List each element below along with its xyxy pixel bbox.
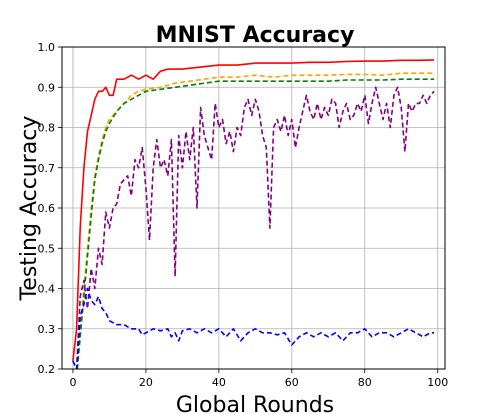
series-line-1 — [72, 59, 435, 361]
x-tick-label: 60 — [285, 376, 299, 389]
y-tick-label: 0.2 — [38, 363, 56, 376]
y-tick-label: 0.5 — [38, 242, 56, 255]
y-axis-label: Testing Accuracy — [17, 116, 42, 302]
y-tick-label: 0.6 — [38, 202, 56, 215]
x-tick-label: 80 — [358, 376, 372, 389]
y-tick-label: 0.3 — [38, 323, 56, 336]
y-tick-label: 0.4 — [38, 283, 56, 296]
series-layer — [72, 59, 435, 369]
x-axis-label: Global Rounds — [176, 393, 334, 414]
x-tick-label: 20 — [139, 376, 153, 389]
y-tick-label: 1.0 — [38, 41, 56, 54]
series-line-2 — [76, 72, 435, 369]
y-tick-label: 0.7 — [38, 162, 56, 175]
x-tick-label: 0 — [69, 376, 76, 389]
y-tick-label: 0.8 — [38, 122, 56, 135]
tick-layer: 0 20 40 60 80 100 0.2 0.3 0.4 0.5 0.6 0.7 0.8 0.9 1.0 — [38, 41, 449, 389]
x-tick-label: 40 — [212, 376, 226, 389]
grid — [62, 46, 445, 370]
y-tick-label: 0.9 — [38, 81, 56, 94]
series-line-3 — [76, 78, 435, 369]
x-tick-label: 100 — [427, 376, 448, 389]
series-line-4 — [72, 86, 435, 369]
chart-title: MNIST Accuracy — [156, 23, 355, 48]
